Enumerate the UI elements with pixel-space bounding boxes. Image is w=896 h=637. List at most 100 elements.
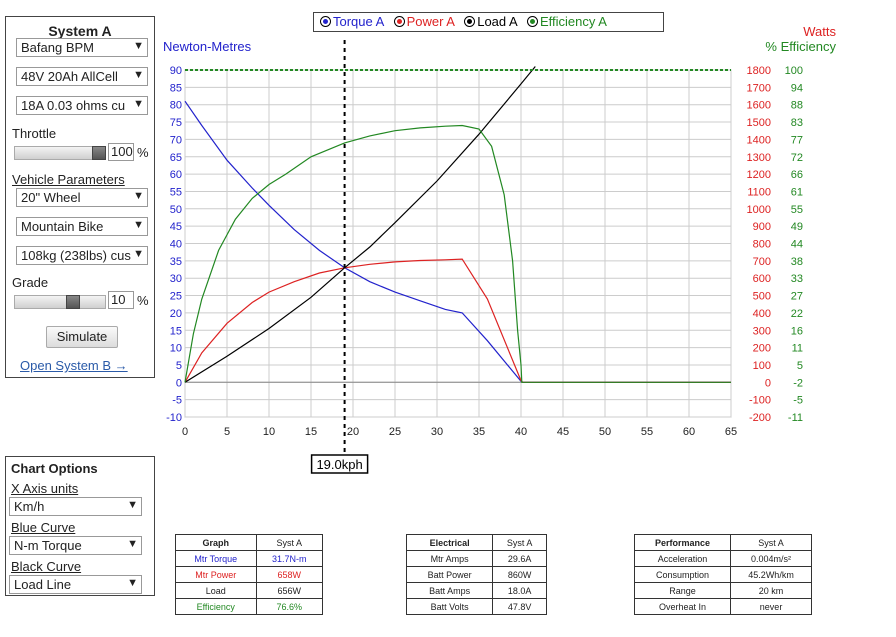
y-watts-tick-label: 0 — [765, 377, 771, 389]
left-axis-title: Newton-Metres — [163, 39, 252, 54]
table-header: Graph — [175, 534, 257, 551]
legend-item-load[interactable]: Load A — [462, 14, 518, 29]
black-curve-value: Load Line — [14, 577, 72, 592]
series-line-load-a — [184, 66, 536, 383]
table-row: Efficiency 76.6% — [175, 598, 324, 615]
table-row: Mtr Amps 29.6A — [405, 550, 547, 567]
y-left-tick-label: 50 — [170, 204, 182, 216]
electrical-table: Electrical Syst A Mtr Amps 29.6A Batt Powe… — [405, 534, 547, 615]
speed-cursor-box[interactable] — [310, 454, 369, 474]
throttle-slider[interactable] — [14, 146, 106, 160]
blue-curve-select[interactable]: N-m Torque ▼ — [9, 536, 142, 555]
y-left-tick-label: 30 — [170, 273, 182, 285]
y-efficiency-tick-label: 5 — [797, 360, 803, 372]
y-left-tick-label: 0 — [176, 377, 182, 389]
table-cell: Load — [175, 582, 257, 599]
weight-select[interactable]: 108kg (238lbs) cus ▼ — [16, 246, 148, 265]
radio-dot-icon — [526, 16, 538, 27]
y-efficiency-tick-label: 49 — [791, 221, 803, 233]
legend-item-efficiency[interactable]: Efficiency A — [525, 14, 607, 29]
radio-dot-icon — [393, 16, 405, 27]
x-tick-label: 20 — [347, 426, 359, 438]
throttle-percent: % — [137, 145, 149, 160]
y-efficiency-tick-label: 38 — [791, 256, 803, 268]
table-cell: 45.2Wh/km — [730, 566, 812, 583]
y-efficiency-tick-label: 66 — [791, 169, 803, 181]
y-watts-tick-label: 1000 — [747, 204, 771, 216]
y-efficiency-tick-label: 88 — [791, 100, 803, 112]
y-watts-tick-label: 500 — [753, 291, 771, 303]
y-efficiency-tick-label: 100 — [785, 65, 803, 77]
grade-input[interactable]: 10 — [108, 291, 134, 309]
blue-curve-value: N-m Torque — [14, 538, 82, 553]
chevron-down-icon: ▼ — [133, 248, 144, 260]
wheel-select-value: 20" Wheel — [21, 190, 81, 205]
chart-series — [184, 66, 731, 383]
grade-slider[interactable] — [14, 295, 106, 309]
y-left-tick-label: 35 — [170, 256, 182, 268]
table-cell: 656W — [255, 582, 324, 599]
table-cell: 47.8V — [492, 598, 547, 615]
table-cell: 76.6% — [255, 598, 324, 615]
bike-type-select[interactable]: Mountain Bike ▼ — [16, 217, 148, 236]
legend-label: Load A — [477, 14, 518, 29]
table-cell: Mtr Power — [175, 566, 257, 583]
chevron-down-icon: ▼ — [133, 98, 144, 110]
battery-select[interactable]: 48V 20Ah AllCell ▼ — [16, 67, 148, 86]
chart-options-title: Chart Options — [11, 461, 98, 476]
y-efficiency-tick-label: 72 — [791, 152, 803, 164]
x-tick-label: 0 — [182, 426, 188, 438]
system-a-title: System A — [48, 23, 112, 39]
y-efficiency-tick-label: 22 — [791, 308, 803, 320]
legend-item-torque[interactable]: Torque A — [318, 14, 384, 29]
grade-slider-thumb[interactable] — [65, 295, 80, 309]
black-curve-select[interactable]: Load Line ▼ — [9, 575, 142, 594]
y-efficiency-tick-label: -2 — [793, 377, 803, 389]
wheel-select[interactable]: 20" Wheel ▼ — [16, 188, 148, 207]
y-left-tick-label: 20 — [170, 308, 182, 320]
table-cell: Batt Power — [405, 566, 494, 583]
table-row: Overheat In never — [633, 598, 812, 615]
battery-select-value: 48V 20Ah AllCell — [21, 69, 118, 84]
table-cell: Consumption — [633, 566, 732, 583]
y-left-tick-label: 65 — [170, 152, 182, 164]
simulate-button[interactable]: Simulate — [46, 326, 118, 348]
throttle-input[interactable]: 100 — [108, 143, 134, 161]
y-watts-tick-label: 400 — [753, 308, 771, 320]
chart-options-panel: Chart Options X Axis units Km/h ▼ Blue Cu… — [5, 456, 155, 596]
chart-legend: Torque A Power A Load A Efficiency A — [313, 12, 664, 32]
y-watts-tick-label: 1300 — [747, 152, 771, 164]
y-watts-tick-label: -100 — [749, 395, 771, 407]
radio-dot-icon — [320, 16, 331, 27]
x-tick-label: 15 — [305, 426, 317, 438]
y-left-tick-label: 75 — [170, 117, 182, 129]
y-left-tick-label: 80 — [170, 100, 182, 112]
simulation-chart[interactable]: Newton-Metres Watts % Efficiency 0 5 10 15 2… — [0, 0, 896, 480]
legend-label: Torque A — [333, 14, 385, 29]
chevron-down-icon: ▼ — [133, 69, 144, 81]
system-a-panel: System A Bafang BPM ▼ 48V 20Ah AllCell ▼ 1… — [5, 16, 155, 378]
y-watts-tick-label: 100 — [753, 360, 771, 372]
table-cell: 658W — [255, 566, 324, 583]
table-row: Mtr Power 658W — [175, 566, 324, 583]
x-axis-units-select[interactable]: Km/h ▼ — [9, 497, 142, 516]
speed-cursor-label: 19.0kph — [316, 457, 362, 472]
table-header: Electrical — [405, 534, 494, 551]
radio-dot-icon — [464, 16, 476, 27]
throttle-slider-thumb[interactable] — [92, 146, 106, 160]
motor-select[interactable]: Bafang BPM ▼ — [16, 38, 148, 57]
y-left-tick-label: -5 — [172, 395, 182, 407]
table-cell: 20 km — [730, 582, 812, 599]
y-watts-tick-label: 800 — [753, 239, 771, 251]
table-row: Acceleration 0.004m/s² — [633, 550, 812, 567]
table-cell: Efficiency — [175, 598, 257, 615]
x-tick-label: 60 — [683, 426, 695, 438]
x-tick-label: 40 — [515, 426, 527, 438]
x-tick-label: 65 — [725, 426, 737, 438]
open-system-b-link[interactable]: Open System B → — [20, 358, 128, 373]
chevron-down-icon: ▼ — [133, 40, 144, 52]
legend-item-power[interactable]: Power A — [392, 14, 455, 29]
controller-select[interactable]: 18A 0.03 ohms cu ▼ — [16, 96, 148, 115]
table-cell: 860W — [492, 566, 547, 583]
y-left-tick-label: 85 — [170, 82, 182, 94]
